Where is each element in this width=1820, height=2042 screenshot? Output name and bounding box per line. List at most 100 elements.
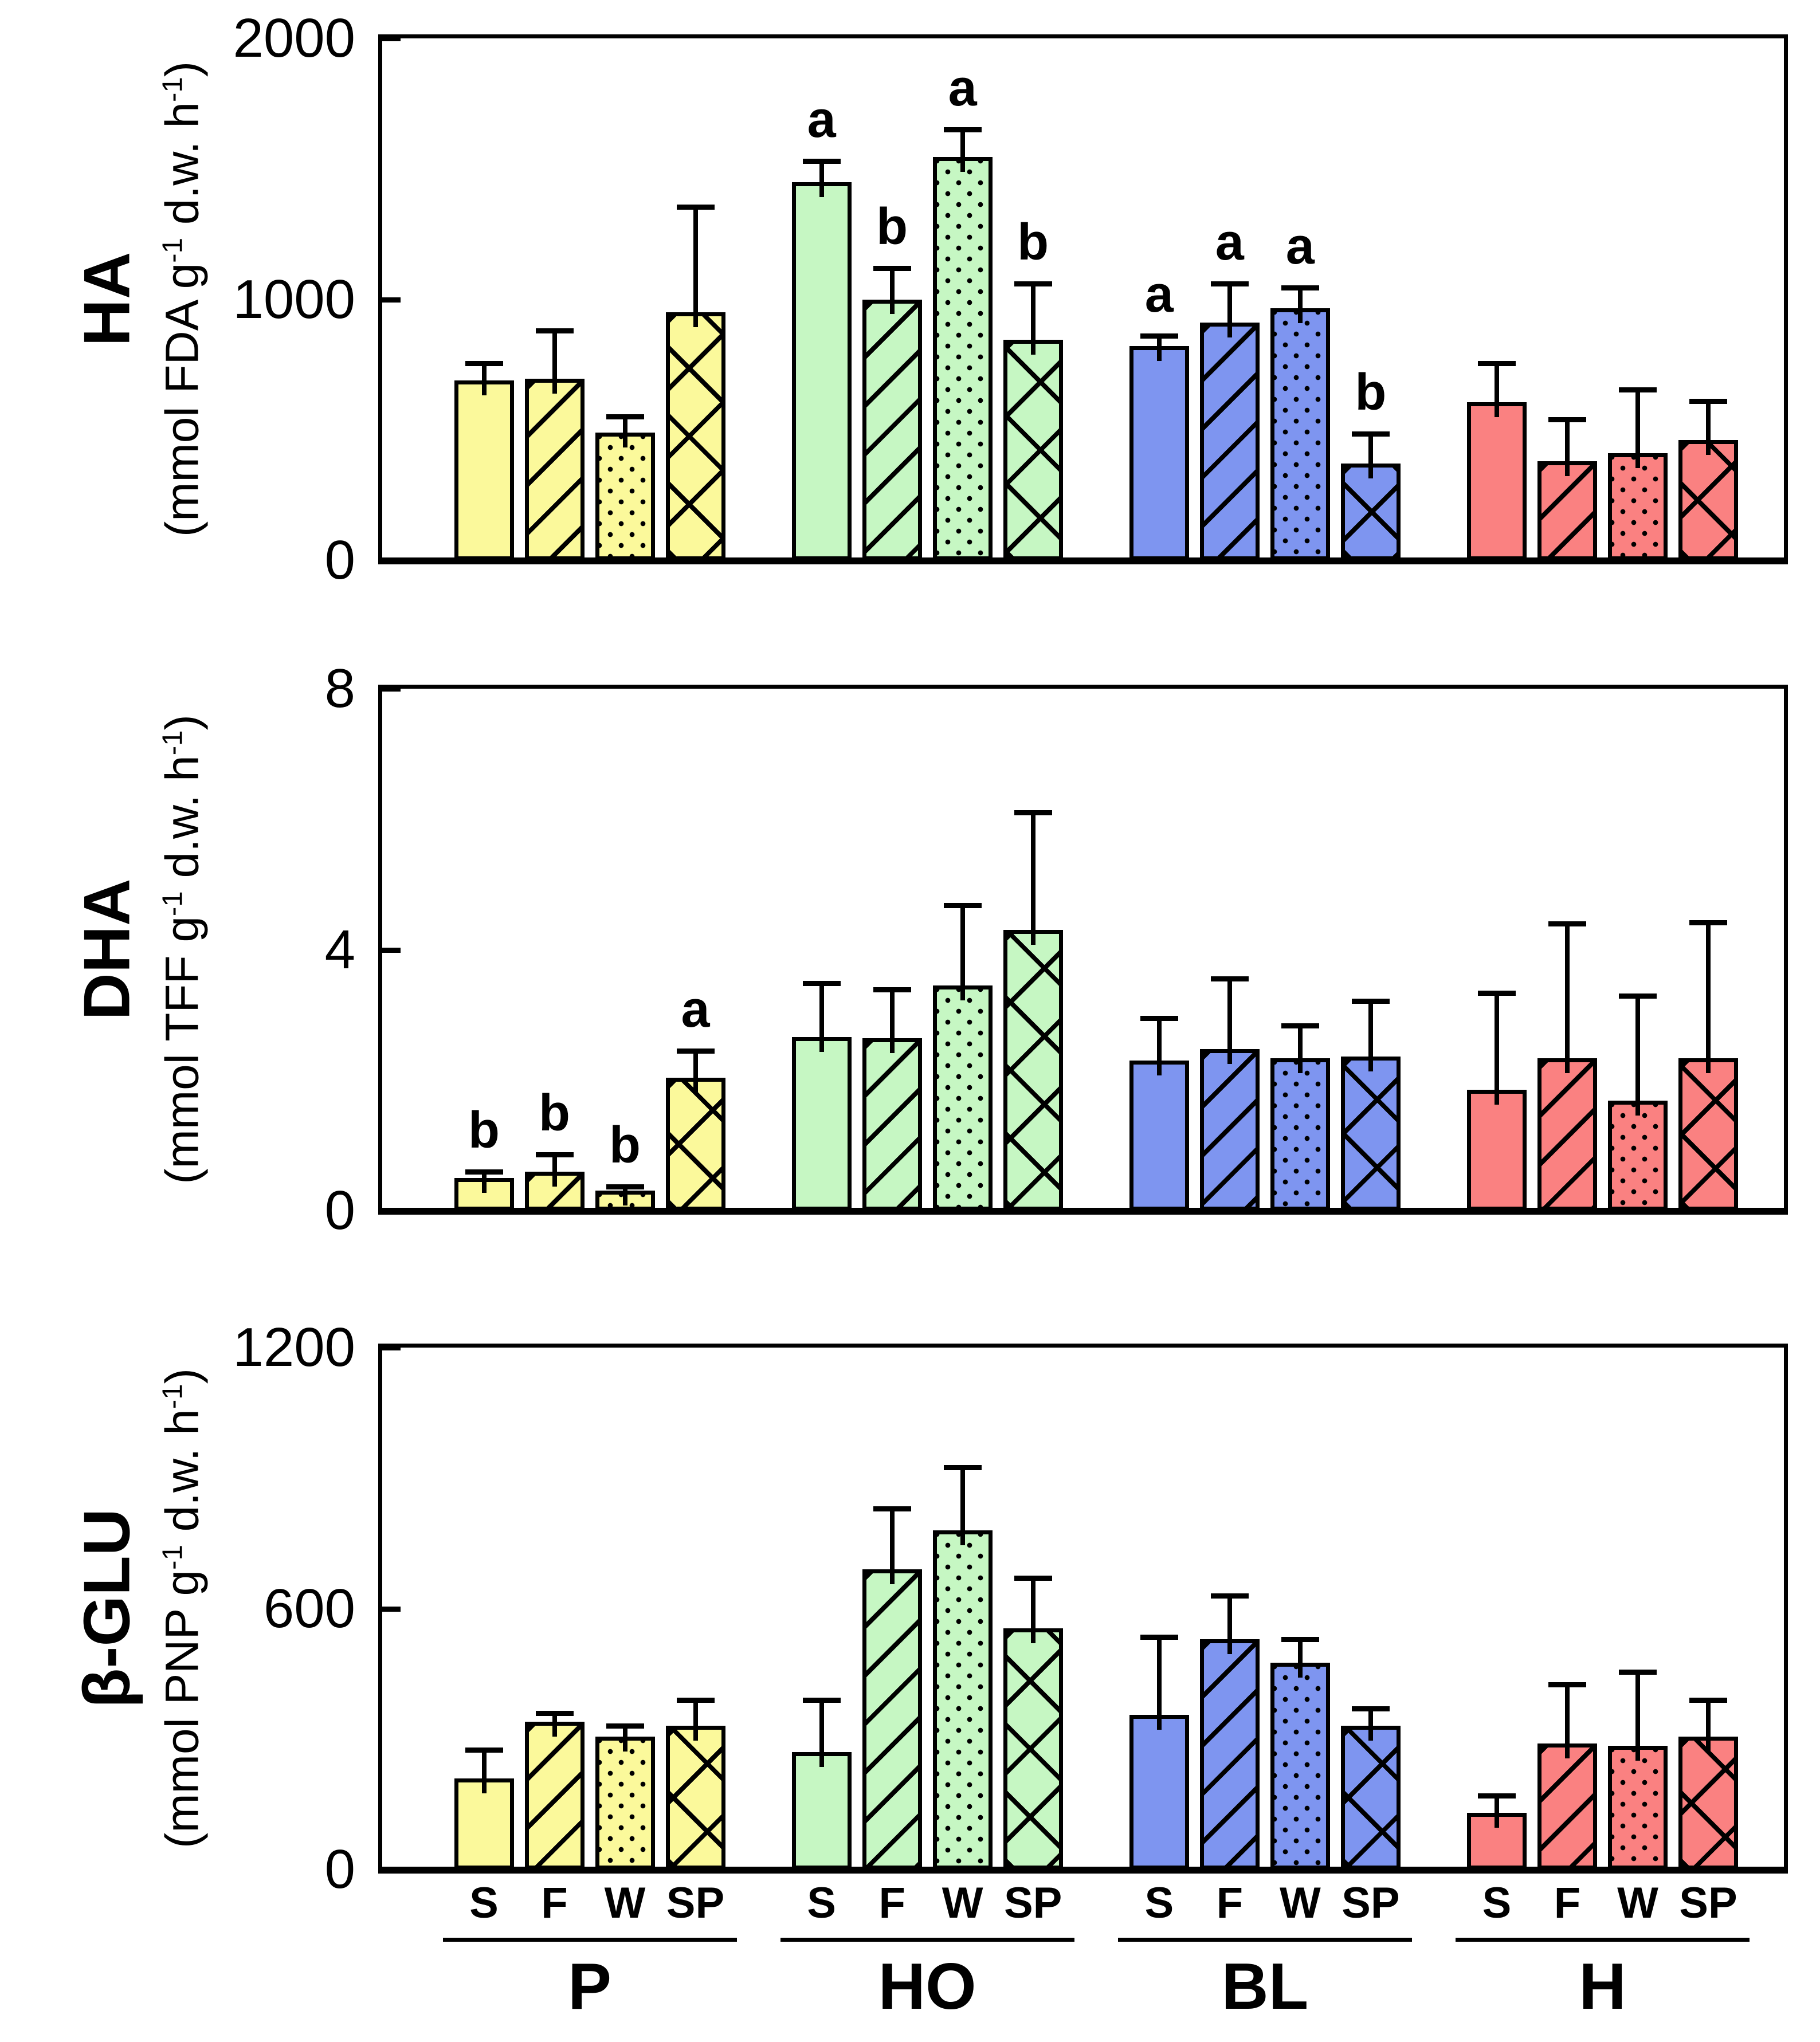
error-bar-stem bbox=[1368, 1709, 1373, 1741]
error-bar-stem bbox=[552, 331, 557, 394]
error-bar-stem bbox=[1565, 923, 1570, 1073]
error-bar-stem bbox=[1706, 922, 1711, 1073]
bar-β-GLU-HO-F bbox=[862, 1569, 922, 1870]
bar-DHA-BL-F bbox=[1199, 1049, 1260, 1211]
bar-DHA-HO-S bbox=[791, 1037, 852, 1211]
error-bar-stem bbox=[1495, 363, 1499, 418]
error-bar-stem bbox=[1635, 1671, 1640, 1761]
error-bar-stem bbox=[1297, 1639, 1303, 1678]
error-bar-cap bbox=[465, 1748, 503, 1753]
y-tick-label: 0 bbox=[324, 529, 355, 591]
error-bar-cap bbox=[943, 127, 982, 133]
bar-DHA-H-W bbox=[1608, 1100, 1668, 1211]
bar-β-GLU-P-F bbox=[524, 1721, 585, 1870]
y-tick-label: 2000 bbox=[233, 7, 355, 69]
error-bar-stem bbox=[889, 989, 895, 1054]
error-bar-cap bbox=[1014, 281, 1052, 287]
error-bar-stem bbox=[693, 1699, 698, 1741]
season-label-HO-SP: SP bbox=[1003, 1879, 1062, 1927]
error-bar-stem bbox=[1227, 978, 1232, 1064]
error-bar-stem bbox=[1030, 812, 1035, 945]
error-bar-stem bbox=[960, 129, 965, 172]
x-axis-line bbox=[378, 1867, 1788, 1874]
y-tick-label: 4 bbox=[324, 918, 355, 980]
bar-DHA-H-S bbox=[1467, 1090, 1527, 1211]
significance-letter: b bbox=[1017, 214, 1049, 272]
bar-HA-P-SP bbox=[665, 312, 725, 560]
season-label-P-SP: SP bbox=[666, 1879, 725, 1927]
error-bar-cap bbox=[535, 1152, 574, 1158]
season-label-H-SP: SP bbox=[1679, 1879, 1737, 1927]
y-tick-label: 600 bbox=[263, 1577, 355, 1639]
error-bar-stem bbox=[1495, 992, 1499, 1105]
error-bar-stem bbox=[622, 417, 627, 447]
bar-β-GLU-P-S bbox=[454, 1778, 514, 1870]
season-label-HO-S: S bbox=[807, 1879, 836, 1927]
error-bar-stem bbox=[819, 1699, 824, 1768]
bar-β-GLU-HO-SP bbox=[1003, 1628, 1063, 1870]
error-bar-stem bbox=[693, 1051, 698, 1093]
error-bar-cap bbox=[606, 1723, 644, 1729]
error-bar-cap bbox=[1619, 993, 1657, 999]
y-tick-label: 0 bbox=[324, 1839, 355, 1900]
bar-HA-BL-W bbox=[1270, 308, 1330, 560]
bar-HA-H-S bbox=[1467, 402, 1527, 560]
significance-letter: b bbox=[539, 1085, 570, 1142]
season-label-H-W: W bbox=[1617, 1879, 1658, 1927]
bar-β-GLU-H-F bbox=[1537, 1743, 1597, 1870]
x-axis-line bbox=[378, 1208, 1788, 1215]
error-bar-cap bbox=[1478, 1793, 1516, 1798]
season-label-H-S: S bbox=[1482, 1879, 1512, 1927]
error-bar-stem bbox=[1156, 336, 1162, 362]
group-underline-HO bbox=[780, 1938, 1074, 1942]
season-label-P-F: F bbox=[541, 1879, 568, 1927]
bar-β-GLU-HO-W bbox=[932, 1530, 993, 1870]
error-bar-cap bbox=[1140, 333, 1178, 339]
bar-DHA-BL-SP bbox=[1340, 1057, 1401, 1211]
error-bar-cap bbox=[1619, 1669, 1657, 1675]
error-bar-cap bbox=[1140, 1634, 1178, 1640]
season-label-BL-SP: SP bbox=[1342, 1879, 1400, 1927]
bar-DHA-HO-SP bbox=[1003, 930, 1063, 1211]
error-bar-cap bbox=[1548, 1682, 1586, 1688]
significance-letter: a bbox=[1215, 214, 1244, 272]
bar-β-GLU-BL-W bbox=[1270, 1663, 1330, 1870]
error-bar-cap bbox=[1689, 920, 1727, 925]
error-bar-stem bbox=[1156, 1636, 1162, 1730]
error-bar-cap bbox=[1619, 387, 1657, 392]
bar-β-GLU-P-SP bbox=[665, 1726, 725, 1870]
error-bar-stem bbox=[552, 1154, 557, 1187]
y-axis-tick bbox=[382, 297, 401, 303]
significance-letter: a bbox=[948, 60, 977, 117]
error-bar-stem bbox=[622, 1726, 627, 1752]
error-bar-stem bbox=[1156, 1018, 1162, 1076]
bar-HA-P-F bbox=[524, 379, 585, 560]
bar-DHA-HO-F bbox=[862, 1038, 922, 1211]
bar-HA-P-W bbox=[595, 432, 655, 560]
error-bar-stem bbox=[481, 363, 487, 395]
group-underline-P bbox=[442, 1938, 737, 1942]
season-label-HO-F: F bbox=[878, 1879, 905, 1927]
significance-letter: a bbox=[1144, 266, 1174, 324]
bar-HA-HO-S bbox=[791, 182, 852, 560]
bar-DHA-H-SP bbox=[1678, 1058, 1738, 1211]
bar-HA-H-W bbox=[1608, 453, 1668, 560]
error-bar-cap bbox=[802, 1697, 841, 1703]
bar-β-GLU-H-W bbox=[1608, 1745, 1668, 1870]
error-bar-cap bbox=[1478, 361, 1516, 367]
error-bar-stem bbox=[1565, 1684, 1570, 1758]
error-bar-stem bbox=[1368, 1001, 1373, 1072]
bar-HA-HO-W bbox=[932, 157, 993, 560]
significance-letter: a bbox=[1285, 218, 1315, 275]
bar-HA-P-S bbox=[454, 380, 514, 560]
error-bar-cap bbox=[1210, 1593, 1249, 1599]
group-label-H: H bbox=[1579, 1950, 1626, 2023]
y-tick-label: 1000 bbox=[233, 268, 355, 330]
error-bar-cap bbox=[1281, 1023, 1319, 1028]
error-bar-stem bbox=[1495, 1795, 1499, 1828]
error-bar-cap bbox=[1210, 281, 1249, 287]
error-bar-stem bbox=[552, 1713, 557, 1737]
bar-DHA-H-F bbox=[1537, 1058, 1597, 1211]
error-bar-cap bbox=[1281, 1636, 1319, 1642]
season-label-BL-S: S bbox=[1144, 1879, 1174, 1927]
